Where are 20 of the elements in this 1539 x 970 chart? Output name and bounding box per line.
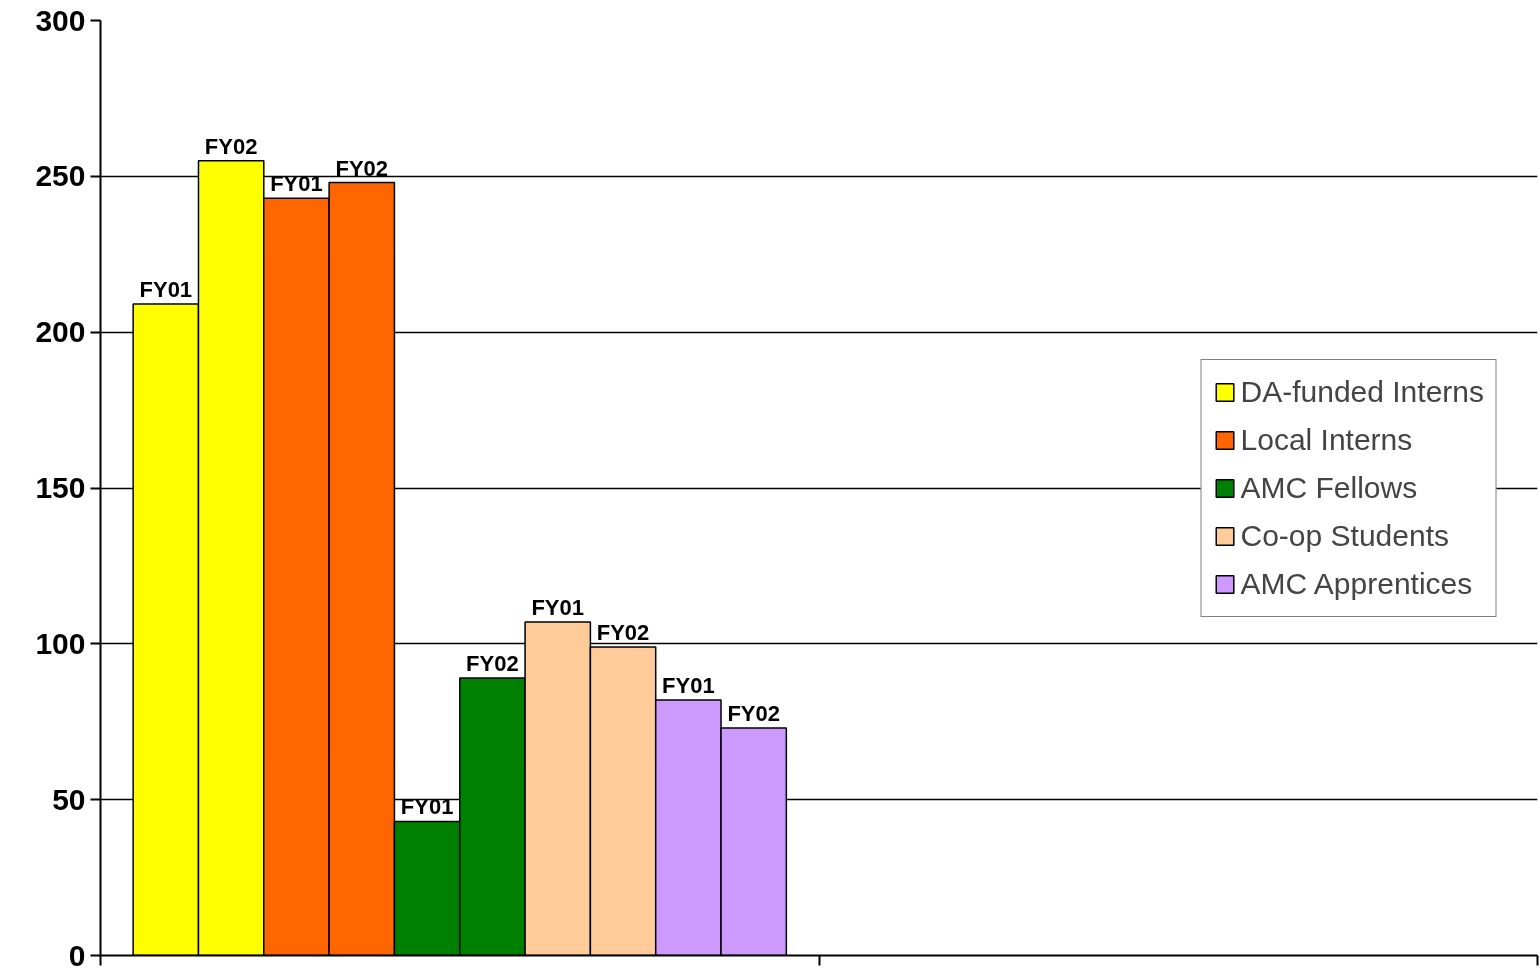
y-tick-label: 50 (52, 782, 86, 816)
data-label: FY02 (727, 700, 780, 726)
y-tick-label: 150 (35, 471, 86, 504)
legend-label: AMC Apprentices (1240, 565, 1473, 602)
y-tick-label: 100 (35, 626, 86, 660)
y-tick-label: 250 (35, 159, 86, 193)
data-label: FY01 (139, 277, 193, 303)
y-tick-label: 300 (35, 3, 86, 37)
data-label: FY02 (204, 133, 258, 159)
data-label: FY02 (466, 651, 519, 677)
data-label: FY02 (596, 619, 650, 645)
data-label: FY01 (662, 672, 715, 698)
data-label: FY01 (531, 595, 585, 621)
y-tick-label: 200 (35, 315, 86, 349)
legend-label: Local Interns (1240, 421, 1413, 458)
legend-label: DA-funded Interns (1240, 373, 1484, 410)
data-label: FY02 (335, 155, 389, 181)
y-tick-label: 0 (68, 938, 86, 970)
legend-label: Co-op Students (1240, 517, 1449, 554)
legend-label: AMC Fellows (1240, 469, 1418, 506)
